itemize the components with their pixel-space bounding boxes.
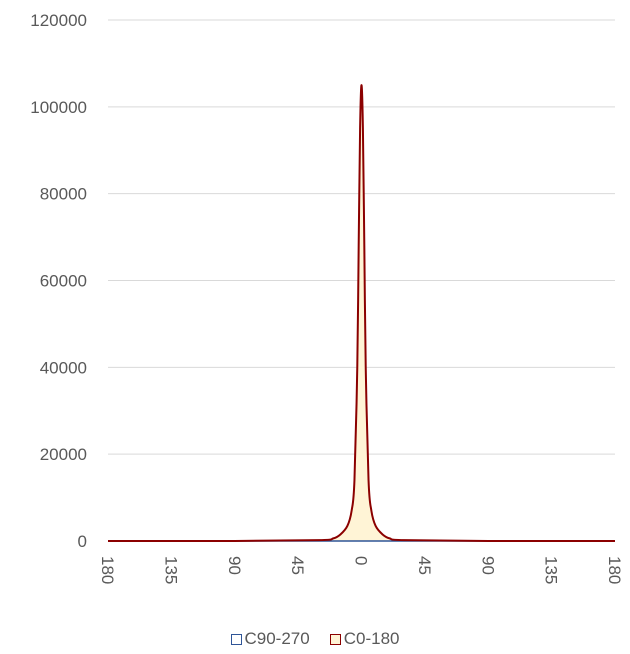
legend-item-c90-270: C90-270 — [230, 629, 310, 649]
y-tick-label-120000: 120000 — [30, 11, 87, 30]
series-c0-180-area — [108, 85, 615, 542]
legend-label-c90-270: C90-270 — [244, 629, 310, 648]
legend-swatch-c0-180 — [329, 633, 341, 645]
x-tick-label-1: 135 — [161, 556, 180, 584]
x-tick-label-7: 135 — [542, 556, 561, 584]
x-tick-label-8: 180 — [605, 556, 624, 584]
y-tick-label-80000: 80000 — [40, 185, 87, 204]
y-axis-ticks: 0 20000 40000 60000 80000 100000 120000 — [30, 11, 87, 551]
y-tick-label-20000: 20000 — [40, 445, 87, 464]
chart: 0 20000 40000 60000 80000 100000 120000 180 135… — [30, 11, 624, 584]
x-tick-label-3: 45 — [288, 556, 307, 575]
series-c0-180-line — [107, 84, 616, 543]
x-tick-label-0: 180 — [98, 556, 117, 584]
series-layer — [107, 84, 616, 543]
x-tick-label-4: 0 — [352, 556, 371, 565]
y-tick-label-60000: 60000 — [40, 272, 87, 291]
legend-item-c0-180: C0-180 — [329, 629, 400, 649]
x-tick-label-5: 45 — [415, 556, 434, 575]
y-tick-label-40000: 40000 — [40, 358, 87, 377]
legend-label-c0-180: C0-180 — [343, 629, 400, 648]
legend: C90-270 C0-180 — [0, 624, 630, 654]
y-tick-label-100000: 100000 — [30, 98, 87, 117]
x-axis-ticks: 180 135 90 45 0 45 90 135 180 — [98, 556, 624, 584]
x-tick-label-6: 90 — [478, 556, 497, 575]
legend-swatch-c90-270 — [230, 633, 242, 645]
x-tick-label-2: 90 — [225, 556, 244, 575]
y-tick-label-0: 0 — [78, 532, 87, 551]
